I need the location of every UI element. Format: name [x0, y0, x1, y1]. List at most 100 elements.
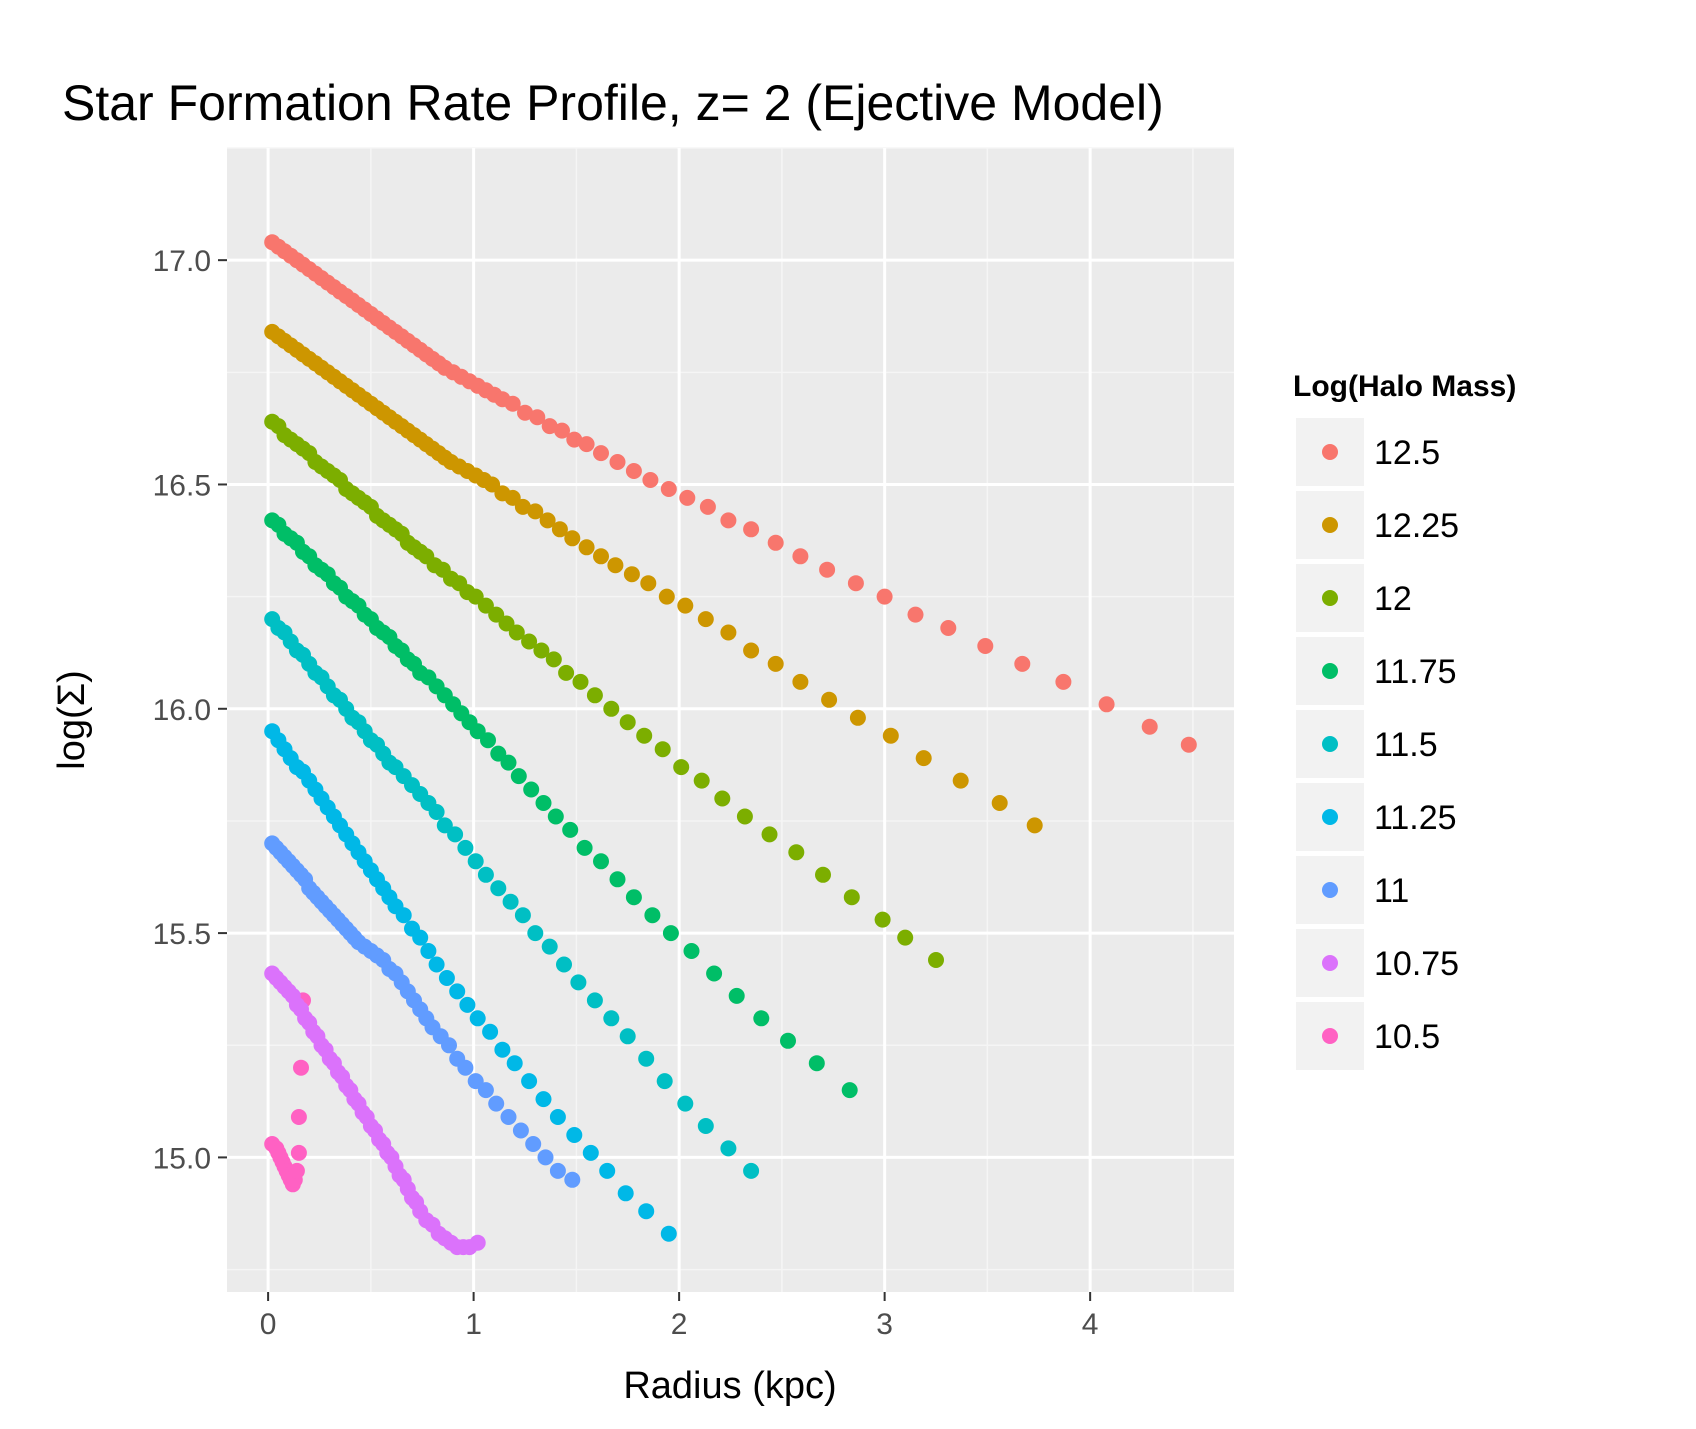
- data-point: [907, 606, 924, 623]
- data-point: [290, 1109, 307, 1125]
- data-point: [706, 965, 723, 982]
- data-point: [1098, 696, 1115, 713]
- data-point: [539, 512, 556, 529]
- data-point: [720, 512, 737, 529]
- data-point: [792, 673, 809, 690]
- data-point: [1055, 673, 1072, 690]
- legend-swatch: [1322, 517, 1338, 533]
- data-point: [566, 431, 583, 448]
- data-point: [607, 557, 624, 574]
- data-point: [564, 1171, 581, 1188]
- data-point: [697, 1118, 714, 1134]
- data-point: [535, 1091, 552, 1108]
- data-point: [510, 768, 527, 785]
- legend-item: 11: [1296, 856, 1409, 924]
- legend-swatch: [1322, 736, 1338, 752]
- data-point: [521, 1073, 538, 1090]
- data-point: [683, 943, 700, 959]
- data-point: [490, 880, 507, 897]
- data-point: [640, 575, 657, 592]
- data-point: [512, 1122, 529, 1139]
- data-point: [293, 1059, 309, 1076]
- data-point: [480, 732, 496, 749]
- data-point: [1014, 655, 1031, 672]
- data-point: [469, 1010, 486, 1027]
- legend-label: 12.25: [1374, 507, 1459, 545]
- data-point: [477, 1082, 494, 1099]
- data-point: [599, 1162, 616, 1179]
- series-12.5: [264, 234, 1197, 753]
- data-point: [693, 772, 710, 789]
- legend-swatch: [1322, 1028, 1338, 1044]
- data-point: [609, 871, 626, 888]
- data-point: [928, 952, 944, 968]
- data-point: [459, 996, 476, 1013]
- data-point: [617, 1185, 634, 1202]
- data-point: [736, 808, 753, 825]
- series-11.5: [264, 611, 760, 1179]
- data-point: [660, 481, 677, 497]
- data-point: [644, 907, 661, 924]
- legend-label: 12: [1374, 580, 1412, 618]
- series-10.75: [264, 965, 486, 1256]
- y-tick-label: 15.0: [153, 1142, 211, 1175]
- data-point: [498, 615, 515, 632]
- legend-item: 10.75: [1296, 929, 1459, 997]
- data-point: [654, 741, 671, 758]
- y-axis: 15.0 15.5 16.0 16.5 17.0: [153, 245, 227, 1175]
- data-point: [551, 521, 568, 538]
- legend-swatch: [1322, 955, 1338, 971]
- data-point: [586, 992, 603, 1009]
- legend-swatch: [1322, 882, 1338, 898]
- data-point: [882, 727, 899, 744]
- legend-swatch: [1322, 809, 1338, 825]
- data-point: [753, 1010, 770, 1027]
- data-point: [537, 1149, 554, 1166]
- data-point: [714, 790, 731, 807]
- data-point: [562, 821, 579, 838]
- data-point: [436, 817, 453, 834]
- y-tick-label: 16.5: [153, 469, 211, 502]
- data-point: [477, 866, 494, 883]
- data-point: [1026, 817, 1043, 834]
- data-point: [517, 404, 533, 421]
- data-point: [593, 548, 609, 565]
- data-point: [541, 418, 558, 435]
- data-point: [991, 795, 1008, 811]
- data-point: [502, 893, 519, 910]
- y-axis-label: log(Σ): [51, 670, 93, 770]
- data-point: [720, 624, 737, 641]
- data-point: [761, 826, 778, 843]
- data-point: [720, 1140, 737, 1157]
- data-point: [819, 561, 836, 578]
- data-point: [940, 620, 957, 636]
- data-point: [527, 925, 544, 942]
- data-point: [874, 911, 891, 928]
- data-point: [952, 772, 969, 789]
- data-point: [699, 498, 716, 515]
- data-point: [467, 853, 484, 870]
- data-point: [500, 754, 517, 771]
- data-point: [679, 489, 696, 506]
- data-point: [603, 700, 620, 717]
- data-point: [636, 727, 653, 744]
- data-point: [449, 983, 466, 1000]
- y-tick-label: 17.0: [153, 245, 211, 278]
- data-point: [677, 597, 694, 614]
- data-point: [673, 759, 690, 776]
- data-point: [535, 795, 552, 811]
- x-tick-label: 2: [671, 1308, 688, 1341]
- data-point: [570, 974, 587, 991]
- data-point: [549, 1109, 566, 1125]
- legend-label: 10.75: [1374, 945, 1459, 983]
- data-point: [638, 1050, 655, 1067]
- data-point: [849, 709, 866, 726]
- legend-title: Log(Halo Mass): [1293, 370, 1516, 403]
- data-point: [767, 655, 784, 672]
- x-tick-label: 3: [876, 1308, 893, 1341]
- data-point: [521, 633, 538, 650]
- legend-label: 11: [1374, 872, 1409, 910]
- legend-label: 11.25: [1374, 799, 1457, 837]
- data-point: [642, 472, 659, 488]
